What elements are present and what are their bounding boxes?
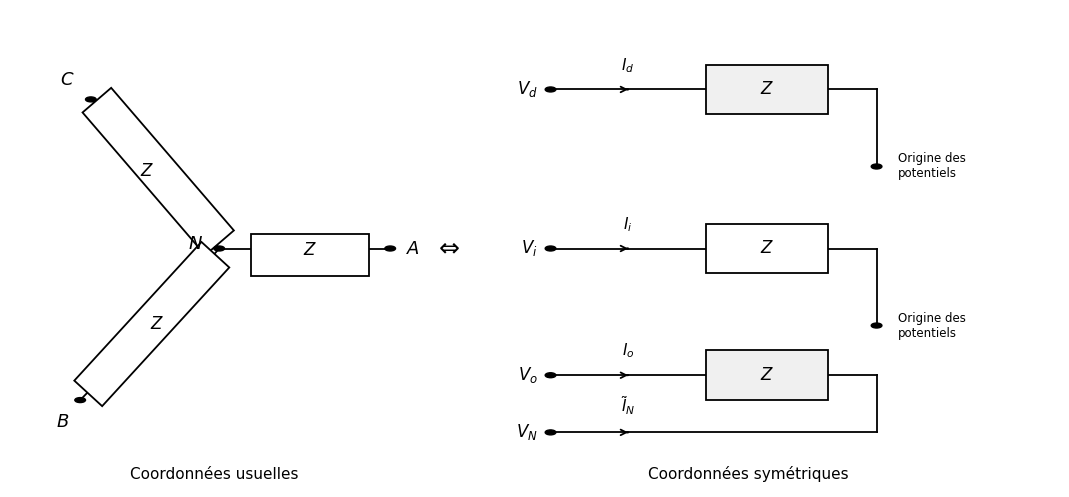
Text: Coordonnées usuelles: Coordonnées usuelles [129,467,298,482]
Text: $A$: $A$ [406,240,420,257]
Circle shape [75,398,86,403]
Circle shape [545,246,556,251]
Circle shape [545,87,556,92]
Bar [706,224,828,273]
Circle shape [385,246,396,251]
Polygon shape [82,88,234,255]
Bar [706,350,828,400]
Circle shape [545,430,556,435]
Text: Origine des
potentiels: Origine des potentiels [898,312,965,339]
Text: $Z$: $Z$ [303,243,317,259]
Text: $Z$: $Z$ [150,316,165,332]
Text: $V_o$: $V_o$ [517,365,538,385]
Circle shape [545,373,556,378]
Text: $Z$: $Z$ [760,367,774,384]
Text: $Z$: $Z$ [760,81,774,98]
Text: $V_i$: $V_i$ [522,239,538,258]
Bar [706,65,828,114]
Circle shape [214,246,224,251]
Text: $V_N$: $V_N$ [516,422,538,442]
Circle shape [871,323,882,328]
Text: Coordonnées symétriques: Coordonnées symétriques [648,466,849,482]
Text: $I_o$: $I_o$ [622,341,634,360]
Text: $Z$: $Z$ [140,163,155,180]
Text: ⇔: ⇔ [438,237,460,260]
Text: $I_d$: $I_d$ [621,56,635,75]
Text: $Z$: $Z$ [760,240,774,257]
Text: $I_i$: $I_i$ [623,215,633,234]
Circle shape [871,164,882,169]
Bar [251,234,369,276]
Circle shape [86,97,96,102]
Text: $N$: $N$ [188,235,203,252]
Polygon shape [75,242,229,406]
Text: $B$: $B$ [57,413,69,430]
Text: $V_d$: $V_d$ [517,80,538,99]
Text: $C$: $C$ [60,72,75,89]
Text: $\tilde{I}_N$: $\tilde{I}_N$ [621,395,635,417]
Text: Origine des
potentiels: Origine des potentiels [898,153,965,180]
